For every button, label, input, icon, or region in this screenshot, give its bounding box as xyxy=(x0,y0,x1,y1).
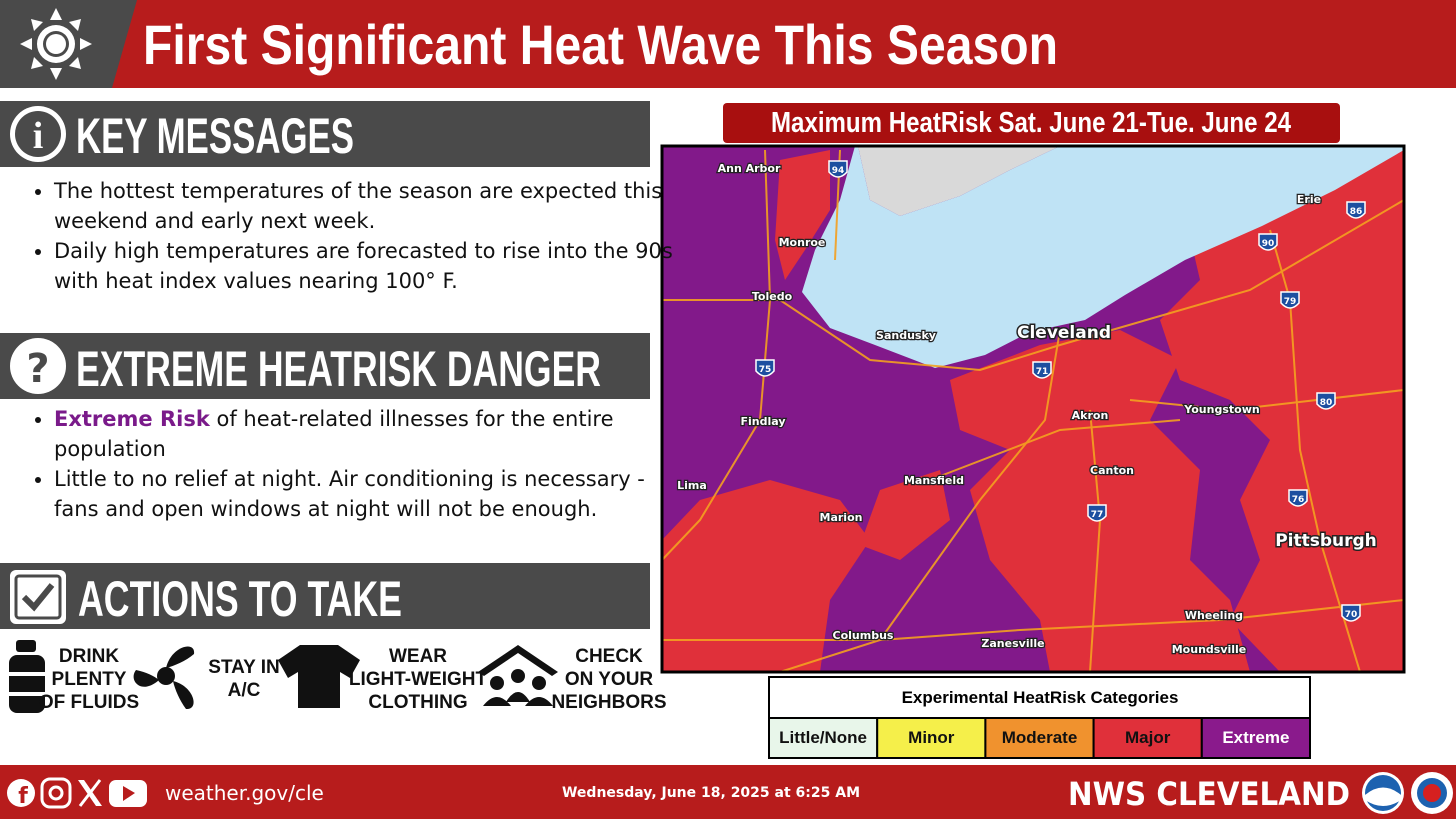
bullet-text: of heat-related illnesses for the entire… xyxy=(54,407,614,461)
action-label: NEIGHBORS xyxy=(551,692,666,713)
office-name: NWS CLEVELAND xyxy=(1068,775,1350,813)
section-heading: KEY MESSAGES xyxy=(76,108,354,164)
key-messages-list: The hottest temperatures of the season a… xyxy=(16,176,674,296)
city-label: Wheeling xyxy=(1185,609,1243,622)
info-icon: i xyxy=(33,115,44,157)
svg-text:f: f xyxy=(18,784,28,809)
interstate-label: 75 xyxy=(759,365,772,375)
legend-title-box xyxy=(768,676,1311,719)
interstate-shield xyxy=(1032,361,1052,379)
action-label: STAY IN xyxy=(208,657,279,678)
action-label: WEAR xyxy=(389,646,447,667)
city-label: Pittsburgh xyxy=(1275,531,1377,551)
city-label: Moundsville xyxy=(1172,643,1247,656)
social-icons: f xyxy=(7,777,147,809)
city-label: Toledo xyxy=(752,290,793,303)
city-label: Mansfield xyxy=(904,474,964,487)
legend-swatch xyxy=(1092,717,1203,759)
interstate-shield xyxy=(1087,504,1107,522)
action-label: ON YOUR xyxy=(565,669,654,690)
heatrisk-map xyxy=(662,146,1404,672)
danger-list: Extreme Risk of heat-related illnesses f… xyxy=(16,404,674,524)
map-title: Maximum HeatRisk Sat. June 21-Tue. June … xyxy=(771,107,1291,139)
interstate-label: 71 xyxy=(1036,367,1049,377)
city-label: Marion xyxy=(820,511,863,524)
city-label: Findlay xyxy=(740,415,785,428)
section-heading: EXTREME HEATRISK DANGER xyxy=(76,341,601,397)
footer-timestamp: Wednesday, June 18, 2025 at 6:25 AM xyxy=(562,785,860,801)
interstate-label: 77 xyxy=(1091,510,1104,520)
interstate-label: 79 xyxy=(1284,297,1297,307)
legend-swatch xyxy=(768,717,879,759)
section-heading: ACTIONS TO TAKE xyxy=(78,571,402,627)
legend-title: Experimental HeatRisk Categories xyxy=(902,688,1179,707)
header-bar xyxy=(0,0,1456,88)
interstate-label: 76 xyxy=(1292,495,1305,505)
section-bar xyxy=(0,563,650,629)
interstate-shield xyxy=(755,359,775,377)
interstate-label: 70 xyxy=(1345,610,1358,620)
map-border xyxy=(660,144,1406,674)
question-icon: ? xyxy=(26,346,49,392)
city-label: Columbus xyxy=(833,629,894,642)
city-label: Cleveland xyxy=(1017,323,1111,343)
city-label: Monroe xyxy=(779,236,826,249)
interstate-shield xyxy=(828,160,848,178)
bullet: Daily high temperatures are forecasted t… xyxy=(54,236,674,296)
legend-label: Major xyxy=(1125,728,1171,747)
page-title: First Significant Heat Wave This Season xyxy=(143,13,1058,76)
bullet: Little to no relief at night. Air condit… xyxy=(54,464,674,524)
legend-swatch xyxy=(876,717,987,759)
legend-label: Minor xyxy=(908,728,955,747)
section-bar xyxy=(0,333,650,399)
highlight: Extreme Risk xyxy=(54,407,210,431)
interstate-shield xyxy=(1316,392,1336,410)
legend-swatch xyxy=(984,717,1095,759)
section-bar xyxy=(0,101,650,167)
action-icons xyxy=(9,640,558,713)
city-label: Canton xyxy=(1090,464,1134,477)
action-label: CHECK xyxy=(575,646,643,667)
city-label: Akron xyxy=(1072,409,1109,422)
city-label: Lima xyxy=(677,479,707,492)
interstate-shield xyxy=(1258,233,1278,251)
city-label: Ann Arbor xyxy=(718,162,781,175)
interstate-shield xyxy=(1280,291,1300,309)
bullet: Extreme Risk of heat-related illnesses f… xyxy=(54,404,674,464)
interstate-label: 90 xyxy=(1262,239,1275,249)
action-label: OF FLUIDS xyxy=(39,692,139,713)
interstate-shield xyxy=(1341,604,1361,622)
interstate-label: 80 xyxy=(1320,398,1333,408)
city-label: Sandusky xyxy=(876,329,936,342)
city-label: Youngstown xyxy=(1183,403,1259,416)
action-label: LIGHT-WEIGHT xyxy=(349,669,488,690)
city-label: Erie xyxy=(1297,193,1321,206)
footer-bar xyxy=(0,765,1456,819)
action-label: DRINK xyxy=(59,646,119,667)
interstate-label: 94 xyxy=(832,166,845,176)
action-label: PLENTY xyxy=(52,669,127,690)
legend-label: Little/None xyxy=(779,728,867,747)
footer-url: weather.gov/cle xyxy=(165,781,324,805)
interstate-shield xyxy=(1346,201,1366,219)
legend-label: Extreme xyxy=(1222,728,1289,747)
interstate-label: 86 xyxy=(1350,207,1363,217)
action-label: CLOTHING xyxy=(368,692,467,713)
sun-icon xyxy=(20,8,92,80)
map-title-bg xyxy=(723,103,1340,143)
interstate-shield xyxy=(1288,489,1308,507)
legend-swatch xyxy=(1200,717,1312,759)
legend-label: Moderate xyxy=(1002,728,1078,747)
city-label: Zanesville xyxy=(981,637,1044,650)
bullet: The hottest temperatures of the season a… xyxy=(54,176,674,236)
action-label: A/C xyxy=(228,680,261,701)
